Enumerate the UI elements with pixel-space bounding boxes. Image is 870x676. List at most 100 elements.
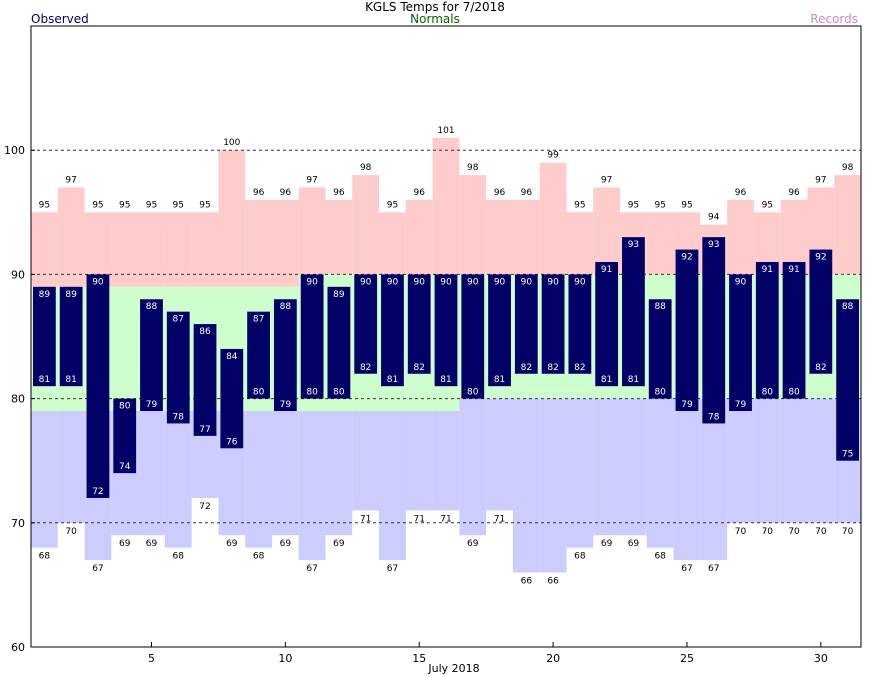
observed-bar — [273, 299, 297, 412]
observed-bar — [675, 249, 699, 412]
record-high-band — [780, 199, 808, 275]
record-low-band — [57, 411, 85, 523]
observed-bar — [113, 398, 137, 474]
record-low-label: 67 — [306, 564, 317, 574]
observed-low-label: 82 — [360, 363, 371, 373]
observed-high-label: 90 — [360, 277, 372, 287]
record-low-label: 69 — [280, 539, 292, 549]
record-high-label: 98 — [467, 163, 479, 173]
legend-observed: Observed — [31, 12, 89, 26]
record-low-label: 67 — [681, 564, 692, 574]
observed-bar — [354, 274, 378, 374]
record-high-band — [512, 199, 540, 275]
record-high-label: 96 — [413, 188, 425, 198]
record-high-label: 96 — [253, 188, 265, 198]
observed-high-label: 93 — [628, 240, 639, 250]
record-high-label: 96 — [521, 188, 533, 198]
observed-bar — [461, 274, 485, 399]
observed-high-label: 91 — [788, 265, 799, 275]
record-high-label: 95 — [92, 200, 103, 210]
observed-high-label: 90 — [387, 277, 399, 287]
observed-bar — [381, 274, 404, 387]
record-high-label: 95 — [574, 200, 585, 210]
x-tick-label: 20 — [546, 652, 560, 665]
observed-bar — [729, 274, 752, 412]
record-low-band — [807, 398, 835, 523]
observed-low-label: 81 — [39, 375, 50, 385]
record-low-label: 69 — [146, 539, 158, 549]
observed-bar — [836, 299, 859, 461]
record-low-band — [700, 398, 728, 561]
legend-normals: Normals — [410, 12, 460, 26]
observed-low-label: 80 — [253, 388, 265, 398]
observed-low-label: 81 — [628, 375, 639, 385]
observed-bar — [595, 261, 619, 387]
record-low-label: 70 — [815, 527, 827, 537]
observed-low-label: 80 — [306, 388, 318, 398]
record-high-band — [486, 199, 513, 275]
observed-high-label: 91 — [601, 265, 612, 275]
record-low-band — [405, 411, 433, 511]
record-high-label: 95 — [654, 200, 665, 210]
observed-bar — [648, 299, 672, 399]
observed-high-label: 84 — [226, 352, 238, 362]
record-low-label: 69 — [119, 539, 131, 549]
record-high-band — [405, 199, 433, 275]
record-high-band — [325, 199, 353, 275]
record-low-band — [727, 398, 754, 523]
y-tick-label: 100 — [4, 144, 25, 157]
record-high-band — [218, 150, 246, 287]
record-low-label: 68 — [173, 552, 185, 562]
record-low-band — [432, 411, 460, 511]
observed-low-label: 82 — [815, 363, 826, 373]
observed-high-label: 89 — [333, 290, 345, 300]
record-high-label: 96 — [280, 188, 292, 198]
record-high-label: 95 — [146, 200, 157, 210]
x-tick-label: 10 — [278, 652, 292, 665]
observed-bar — [809, 249, 833, 374]
record-low-band — [298, 411, 326, 561]
record-high-label: 96 — [494, 188, 506, 198]
observed-low-label: 77 — [199, 425, 210, 435]
observed-low-label: 81 — [387, 375, 398, 385]
observed-bar — [33, 286, 56, 387]
record-high-band — [245, 199, 272, 287]
record-high-label: 98 — [842, 163, 854, 173]
record-low-label: 71 — [413, 514, 424, 524]
record-high-band — [111, 212, 139, 287]
observed-bar — [407, 274, 431, 374]
record-low-band — [271, 411, 299, 536]
observed-low-label: 79 — [735, 400, 747, 410]
record-high-label: 98 — [360, 163, 372, 173]
record-low-label: 68 — [574, 552, 586, 562]
observed-high-label: 87 — [253, 315, 264, 325]
observed-bar — [434, 274, 458, 387]
plot-frame — [30, 25, 862, 648]
record-low-band — [512, 398, 540, 573]
x-tick-label: 25 — [680, 652, 694, 665]
record-low-band — [620, 398, 647, 536]
observed-high-label: 90 — [92, 277, 104, 287]
observed-high-label: 80 — [119, 402, 131, 412]
observed-high-label: 90 — [494, 277, 506, 287]
record-low-band — [138, 411, 165, 536]
record-high-band — [459, 175, 487, 275]
x-tick-label: 15 — [412, 652, 426, 665]
record-low-label: 71 — [494, 514, 505, 524]
observed-bar — [140, 299, 163, 412]
observed-high-label: 90 — [574, 277, 586, 287]
record-low-label: 70 — [735, 527, 747, 537]
observed-high-label: 88 — [146, 302, 158, 312]
y-tick-label: 60 — [11, 641, 25, 654]
record-low-band — [593, 398, 621, 536]
observed-high-label: 89 — [65, 290, 77, 300]
record-high-band — [834, 175, 861, 275]
observed-high-label: 90 — [467, 277, 479, 287]
observed-high-label: 88 — [654, 302, 666, 312]
record-low-label: 69 — [333, 539, 345, 549]
record-low-band — [31, 411, 58, 548]
observed-high-label: 86 — [199, 327, 211, 337]
record-low-band — [164, 411, 192, 548]
record-low-band — [325, 411, 353, 536]
